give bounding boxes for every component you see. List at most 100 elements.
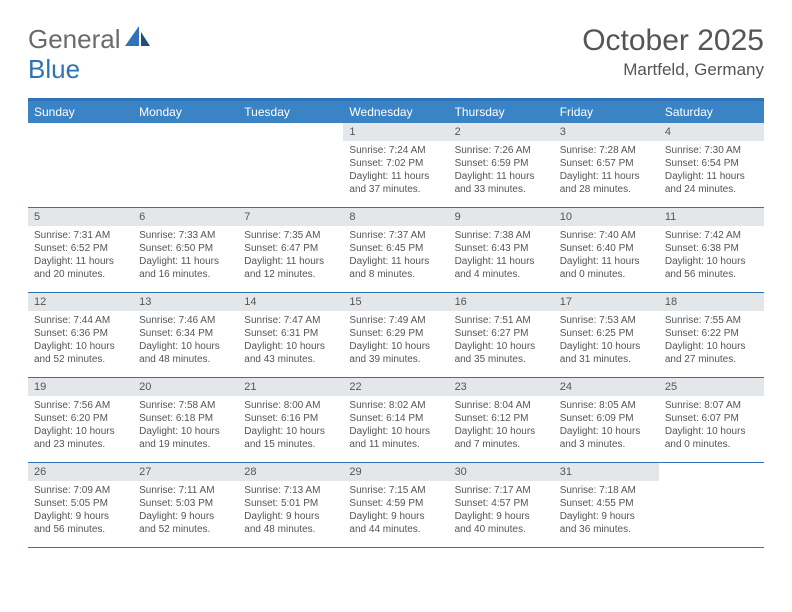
day-number: 12 bbox=[28, 293, 133, 311]
day-cell: 5Sunrise: 7:31 AMSunset: 6:52 PMDaylight… bbox=[28, 208, 133, 292]
week-row: 5Sunrise: 7:31 AMSunset: 6:52 PMDaylight… bbox=[28, 208, 764, 293]
day-cell: 1 Sunrise: 7:24 AMSunset: 7:02 PMDaylight… bbox=[343, 123, 448, 207]
day-number bbox=[238, 123, 343, 140]
day-number: 19 bbox=[28, 378, 133, 396]
day-number: 28 bbox=[238, 463, 343, 481]
daylight-text: Daylight: 10 hours and 52 minutes. bbox=[34, 340, 127, 366]
sunset-text: Sunset: 6:14 PM bbox=[349, 412, 442, 425]
day-header: Sunday bbox=[28, 101, 133, 123]
day-body: Sunrise: 7:40 AMSunset: 6:40 PMDaylight:… bbox=[554, 228, 659, 285]
sunset-text: Sunset: 5:01 PM bbox=[244, 497, 337, 510]
day-number: 1 bbox=[343, 123, 448, 141]
sunrise-text: Sunrise: 7:28 AM bbox=[560, 144, 653, 157]
sunrise-text: Sunrise: 7:44 AM bbox=[34, 314, 127, 327]
sunset-text: Sunset: 7:02 PM bbox=[349, 157, 442, 170]
day-number: 18 bbox=[659, 293, 764, 311]
day-body: Sunrise: 7:18 AMSunset: 4:55 PMDaylight:… bbox=[554, 483, 659, 540]
day-number: 15 bbox=[343, 293, 448, 311]
day-number: 9 bbox=[449, 208, 554, 226]
sunset-text: Sunset: 6:29 PM bbox=[349, 327, 442, 340]
day-body: Sunrise: 7:44 AMSunset: 6:36 PMDaylight:… bbox=[28, 313, 133, 370]
week-row: 1 Sunrise: 7:24 AMSunset: 7:02 PMDaylight… bbox=[28, 123, 764, 208]
daylight-text: Daylight: 10 hours and 43 minutes. bbox=[244, 340, 337, 366]
daylight-text: Daylight: 11 hours and 0 minutes. bbox=[560, 255, 653, 281]
day-cell: 21 Sunrise: 8:00 AMSunset: 6:16 PMDayligh… bbox=[238, 378, 343, 462]
sunset-text: Sunset: 6:52 PM bbox=[34, 242, 127, 255]
day-cell: 14Sunrise: 7:47 AMSunset: 6:31 PMDayligh… bbox=[238, 293, 343, 377]
day-body: Sunrise: 7:42 AMSunset: 6:38 PMDaylight:… bbox=[659, 228, 764, 285]
day-cell: 27Sunrise: 7:11 AMSunset: 5:03 PMDayligh… bbox=[133, 463, 238, 547]
calendar: SundayMondayTuesdayWednesdayThursdayFrid… bbox=[28, 98, 764, 548]
day-body: Sunrise: 7:24 AMSunset: 7:02 PMDaylight:… bbox=[343, 143, 448, 200]
week-row: 26Sunrise: 7:09 AMSunset: 5:05 PMDayligh… bbox=[28, 463, 764, 548]
sunrise-text: Sunrise: 7:15 AM bbox=[349, 484, 442, 497]
daylight-text: Daylight: 10 hours and 15 minutes. bbox=[244, 425, 337, 451]
day-number bbox=[659, 463, 764, 480]
day-body: Sunrise: 7:37 AMSunset: 6:45 PMDaylight:… bbox=[343, 228, 448, 285]
sunrise-text: Sunrise: 7:49 AM bbox=[349, 314, 442, 327]
sunrise-text: Sunrise: 7:46 AM bbox=[139, 314, 232, 327]
sunset-text: Sunset: 6:09 PM bbox=[560, 412, 653, 425]
day-cell: 6Sunrise: 7:33 AMSunset: 6:50 PMDaylight… bbox=[133, 208, 238, 292]
daylight-text: Daylight: 9 hours and 36 minutes. bbox=[560, 510, 653, 536]
day-cell: 26Sunrise: 7:09 AMSunset: 5:05 PMDayligh… bbox=[28, 463, 133, 547]
day-body: Sunrise: 8:07 AMSunset: 6:07 PMDaylight:… bbox=[659, 398, 764, 455]
day-body: Sunrise: 8:00 AMSunset: 6:16 PMDaylight:… bbox=[238, 398, 343, 455]
day-header: Thursday bbox=[449, 101, 554, 123]
day-cell: 2Sunrise: 7:26 AMSunset: 6:59 PMDaylight… bbox=[449, 123, 554, 207]
daylight-text: Daylight: 10 hours and 56 minutes. bbox=[665, 255, 758, 281]
day-cell: 28 Sunrise: 7:13 AMSunset: 5:01 PMDayligh… bbox=[238, 463, 343, 547]
location: Martfeld, Germany bbox=[582, 60, 764, 80]
day-number: 25 bbox=[659, 378, 764, 396]
day-number: 29 bbox=[343, 463, 448, 481]
day-cell: 19Sunrise: 7:56 AMSunset: 6:20 PMDayligh… bbox=[28, 378, 133, 462]
sunrise-text: Sunrise: 8:04 AM bbox=[455, 399, 548, 412]
day-number: 2 bbox=[449, 123, 554, 141]
daylight-text: Daylight: 11 hours and 12 minutes. bbox=[244, 255, 337, 281]
daylight-text: Daylight: 10 hours and 11 minutes. bbox=[349, 425, 442, 451]
sunset-text: Sunset: 6:57 PM bbox=[560, 157, 653, 170]
sunrise-text: Sunrise: 7:33 AM bbox=[139, 229, 232, 242]
day-number: 20 bbox=[133, 378, 238, 396]
daylight-text: Daylight: 9 hours and 56 minutes. bbox=[34, 510, 127, 536]
day-number: 4 bbox=[659, 123, 764, 141]
day-cell: 20Sunrise: 7:58 AMSunset: 6:18 PMDayligh… bbox=[133, 378, 238, 462]
header: General October 2025 Martfeld, Germany bbox=[28, 24, 764, 80]
sunrise-text: Sunrise: 7:53 AM bbox=[560, 314, 653, 327]
day-body: Sunrise: 7:38 AMSunset: 6:43 PMDaylight:… bbox=[449, 228, 554, 285]
day-body: Sunrise: 7:28 AMSunset: 6:57 PMDaylight:… bbox=[554, 143, 659, 200]
daylight-text: Daylight: 11 hours and 4 minutes. bbox=[455, 255, 548, 281]
day-cell: 13Sunrise: 7:46 AMSunset: 6:34 PMDayligh… bbox=[133, 293, 238, 377]
week-row: 12 Sunrise: 7:44 AMSunset: 6:36 PMDayligh… bbox=[28, 293, 764, 378]
sunset-text: Sunset: 6:54 PM bbox=[665, 157, 758, 170]
day-cell bbox=[659, 463, 764, 547]
day-header: Saturday bbox=[659, 101, 764, 123]
day-body: Sunrise: 7:11 AMSunset: 5:03 PMDaylight:… bbox=[133, 483, 238, 540]
daylight-text: Daylight: 10 hours and 3 minutes. bbox=[560, 425, 653, 451]
day-number: 21 bbox=[238, 378, 343, 396]
day-cell: 23Sunrise: 8:04 AMSunset: 6:12 PMDayligh… bbox=[449, 378, 554, 462]
day-cell: 11Sunrise: 7:42 AMSunset: 6:38 PMDayligh… bbox=[659, 208, 764, 292]
day-number: 6 bbox=[133, 208, 238, 226]
day-body: Sunrise: 7:13 AMSunset: 5:01 PMDaylight:… bbox=[238, 483, 343, 540]
day-body: Sunrise: 7:53 AMSunset: 6:25 PMDaylight:… bbox=[554, 313, 659, 370]
sunset-text: Sunset: 6:18 PM bbox=[139, 412, 232, 425]
day-body: Sunrise: 7:51 AMSunset: 6:27 PMDaylight:… bbox=[449, 313, 554, 370]
sunrise-text: Sunrise: 7:09 AM bbox=[34, 484, 127, 497]
day-number: 24 bbox=[554, 378, 659, 396]
sunset-text: Sunset: 6:27 PM bbox=[455, 327, 548, 340]
day-cell: 9 Sunrise: 7:38 AMSunset: 6:43 PMDaylight… bbox=[449, 208, 554, 292]
sunrise-text: Sunrise: 7:26 AM bbox=[455, 144, 548, 157]
day-body: Sunrise: 8:04 AMSunset: 6:12 PMDaylight:… bbox=[449, 398, 554, 455]
daylight-text: Daylight: 11 hours and 20 minutes. bbox=[34, 255, 127, 281]
sunset-text: Sunset: 5:03 PM bbox=[139, 497, 232, 510]
day-cell: 4Sunrise: 7:30 AMSunset: 6:54 PMDaylight… bbox=[659, 123, 764, 207]
sunset-text: Sunset: 6:47 PM bbox=[244, 242, 337, 255]
day-cell bbox=[28, 123, 133, 207]
sunrise-text: Sunrise: 7:47 AM bbox=[244, 314, 337, 327]
day-cell: 31Sunrise: 7:18 AMSunset: 4:55 PMDayligh… bbox=[554, 463, 659, 547]
daylight-text: Daylight: 10 hours and 27 minutes. bbox=[665, 340, 758, 366]
sunrise-text: Sunrise: 7:38 AM bbox=[455, 229, 548, 242]
sunset-text: Sunset: 6:22 PM bbox=[665, 327, 758, 340]
day-number: 8 bbox=[343, 208, 448, 226]
